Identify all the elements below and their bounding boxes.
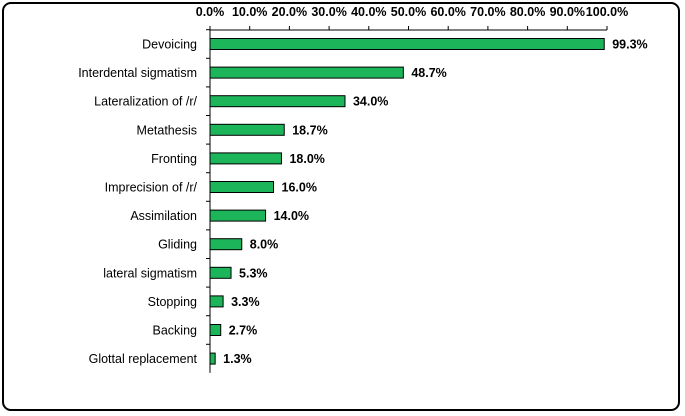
- category-label: Devoicing: [142, 38, 197, 52]
- bar: [209, 181, 275, 193]
- category-label: Fronting: [151, 152, 197, 166]
- data-label: 18.0%: [289, 152, 324, 166]
- bar: [209, 38, 605, 50]
- category-label: Gliding: [158, 238, 197, 252]
- x-tick-label: 0.0%: [196, 5, 225, 19]
- category-label: Assimilation: [130, 209, 197, 223]
- bar: [209, 209, 267, 222]
- x-tick-label: 100.0%: [586, 5, 628, 19]
- data-label: 3.3%: [231, 295, 260, 309]
- data-label: 8.0%: [250, 238, 279, 252]
- data-label: 1.3%: [223, 352, 252, 366]
- x-tick-label: 60.0%: [430, 5, 465, 19]
- x-axis: 0.0% 10.0% 20.0% 30.0% 40.0% 50.0% 60.0% 70.0% 8…: [196, 5, 628, 373]
- x-tick-label: 90.0%: [550, 5, 585, 19]
- bar: [209, 152, 282, 165]
- x-tick-label: 20.0%: [272, 5, 307, 19]
- bar: [209, 266, 232, 279]
- data-label: 34.0%: [353, 95, 388, 109]
- x-tick-label: 70.0%: [470, 5, 505, 19]
- bar: [209, 123, 285, 136]
- data-label: 18.7%: [292, 123, 327, 137]
- category-label: Interdental sigmatism: [78, 66, 197, 80]
- bar: [209, 95, 346, 108]
- data-label: 16.0%: [282, 181, 317, 195]
- x-tick-label: 40.0%: [351, 5, 386, 19]
- category-label: Stopping: [148, 295, 197, 309]
- category-label: Glottal replacement: [89, 352, 198, 366]
- data-label: 5.3%: [239, 266, 268, 280]
- x-tick-label: 80.0%: [510, 5, 545, 19]
- bar: [209, 324, 222, 336]
- category-label: Backing: [153, 324, 198, 338]
- x-tick-label: 10.0%: [232, 5, 267, 19]
- category-label: Imprecision of /r/: [105, 181, 198, 195]
- category-label: lateral sigmatism: [103, 266, 197, 280]
- x-tick-label: 50.0%: [391, 5, 426, 19]
- data-label: 99.3%: [612, 38, 647, 52]
- category-label: Lateralization of /r/: [94, 95, 197, 109]
- data-label: 48.7%: [411, 66, 446, 80]
- bar: [209, 295, 224, 308]
- category-label: Metathesis: [137, 123, 197, 137]
- data-label: 14.0%: [274, 209, 309, 223]
- bar: [209, 352, 216, 365]
- x-tick-label: 30.0%: [311, 5, 346, 19]
- bars: Devoicing 99.3% Interdental sigmatism 48.7%…: [78, 38, 647, 367]
- bar: [209, 66, 404, 79]
- data-label: 2.7%: [229, 324, 258, 338]
- bar: [209, 238, 243, 251]
